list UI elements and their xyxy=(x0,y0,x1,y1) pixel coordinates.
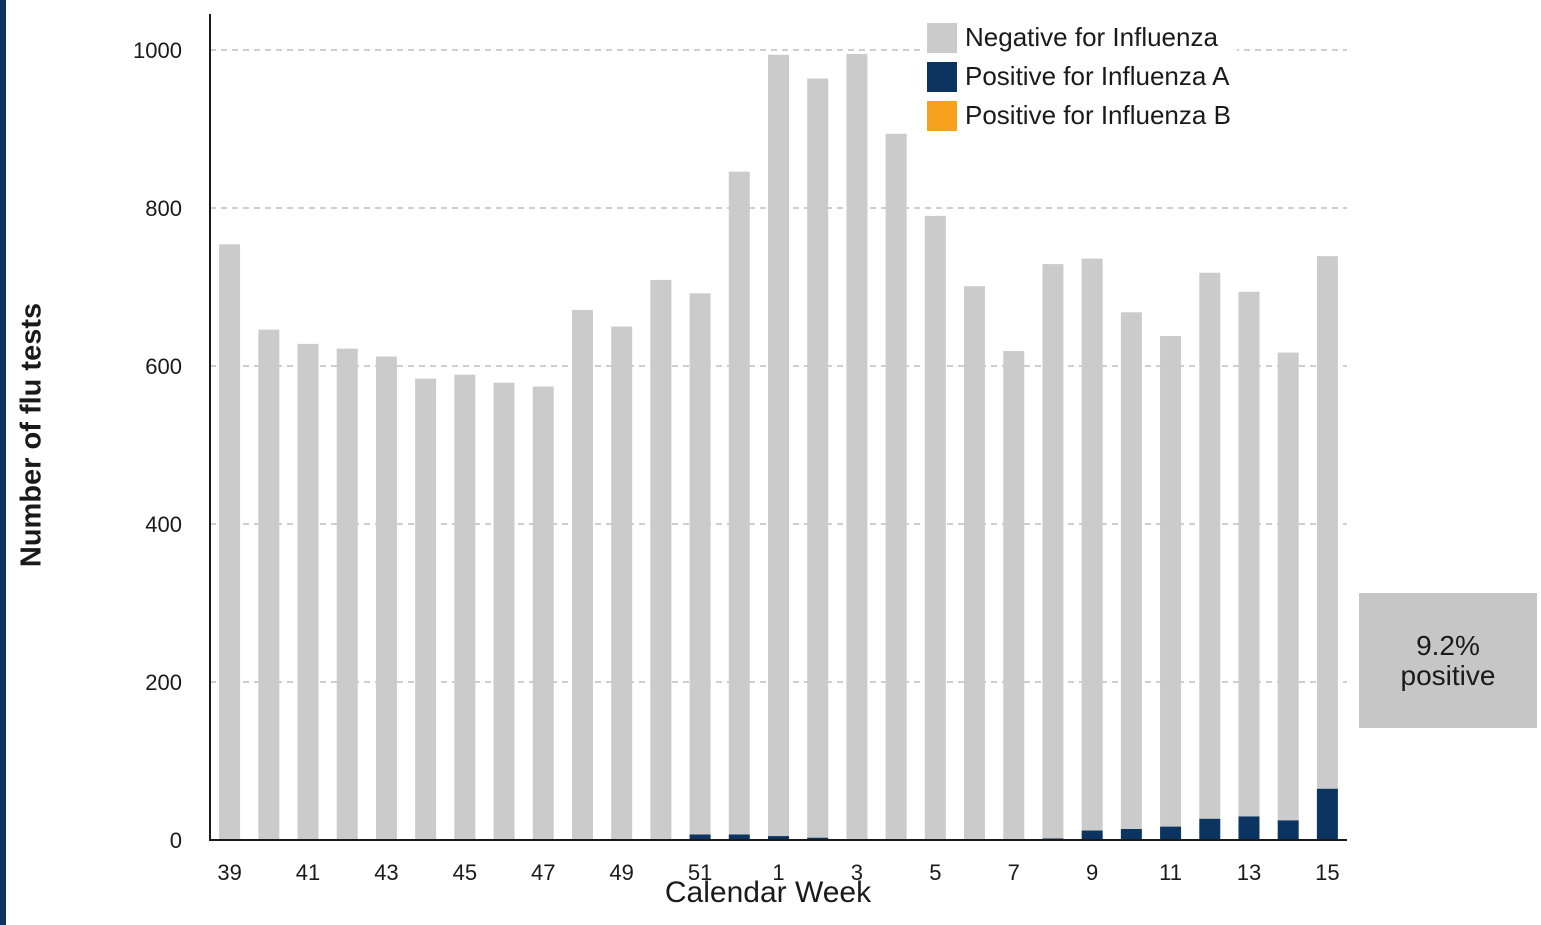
y-axis-label: Number of flu tests xyxy=(15,302,48,568)
bar-segment xyxy=(768,836,789,840)
callout-label: positive xyxy=(1400,659,1496,691)
legend-swatch-influenza-b xyxy=(927,100,957,131)
bar-segment xyxy=(650,279,672,840)
bar-segment xyxy=(1277,352,1299,821)
bar-segment xyxy=(611,326,633,840)
x-tick-label: 49 xyxy=(609,860,633,885)
y-tick-label: 600 xyxy=(145,354,182,379)
bar-segment xyxy=(336,348,358,840)
x-tick-label: 51 xyxy=(688,860,712,885)
y-tick-label: 400 xyxy=(145,512,182,537)
bar-segment xyxy=(219,244,241,841)
bar-segment xyxy=(689,293,711,835)
legend: Negative for Influenza Positive for Infl… xyxy=(925,16,1237,137)
bar-segment xyxy=(689,834,711,840)
legend-swatch-negative xyxy=(927,22,957,53)
bar-segment xyxy=(1316,788,1338,840)
bar-segment xyxy=(1081,830,1103,840)
legend-label-influenza-b: Positive for Influenza B xyxy=(965,100,1231,130)
y-tick-label: 0 xyxy=(170,828,182,853)
x-tick-label: 45 xyxy=(453,860,477,885)
bar-segment xyxy=(1120,828,1142,840)
bar-segment xyxy=(807,837,829,840)
x-axis-label: Calendar Week xyxy=(664,876,872,909)
bar-segment xyxy=(258,329,280,840)
x-tick-label: 5 xyxy=(929,860,941,885)
bar-segment xyxy=(1238,816,1260,840)
bar-segment xyxy=(571,309,593,840)
bar-segment xyxy=(1160,335,1182,827)
x-tick-label: 11 xyxy=(1159,860,1182,885)
bar-segment xyxy=(532,386,554,840)
legend-label-influenza-a: Positive for Influenza A xyxy=(965,61,1230,91)
percent-positive-callout: 9.2% positive xyxy=(1359,593,1537,728)
x-tick-label: 15 xyxy=(1315,860,1339,885)
bar-segment xyxy=(1081,258,1103,831)
bar-segment xyxy=(454,374,476,840)
legend-label-negative: Negative for Influenza xyxy=(965,22,1218,52)
legend-item-negative: Negative for Influenza xyxy=(927,18,1231,57)
bar-segment xyxy=(728,171,750,835)
y-tick-label: 800 xyxy=(145,196,182,221)
bar-segment xyxy=(728,834,750,840)
y-tick-label: 200 xyxy=(145,670,182,695)
bar-segment xyxy=(768,54,789,837)
bar-segment xyxy=(885,133,907,841)
x-tick-label: 3 xyxy=(851,860,863,885)
bar-segment xyxy=(1160,826,1182,840)
bar-segment xyxy=(1199,818,1221,840)
x-tick-label: 13 xyxy=(1237,860,1261,885)
bar-segment xyxy=(1238,291,1260,817)
bar-segment xyxy=(1316,256,1338,789)
legend-item-influenza-a: Positive for Influenza A xyxy=(927,57,1231,96)
legend-swatch-influenza-a xyxy=(927,61,957,92)
bar-segment xyxy=(846,53,868,840)
bar-segment xyxy=(1120,312,1142,829)
bar-segment xyxy=(964,286,986,841)
bar-segment xyxy=(1042,264,1064,839)
x-tick-label: 1 xyxy=(772,860,784,885)
bar-segment xyxy=(1003,350,1025,840)
bars xyxy=(219,53,1338,841)
bar-segment xyxy=(1277,820,1299,840)
callout-value: 9.2% xyxy=(1416,629,1480,661)
legend-item-influenza-b: Positive for Influenza B xyxy=(927,96,1231,135)
left-accent-stripe xyxy=(0,0,6,925)
x-tick-label: 7 xyxy=(1008,860,1020,885)
axes xyxy=(209,14,1347,841)
bar-segment xyxy=(375,356,397,840)
bar-segment xyxy=(1199,272,1221,819)
x-tick-label: 41 xyxy=(296,860,320,885)
bar-segment xyxy=(493,382,515,840)
y-tick-label: 1000 xyxy=(133,38,182,63)
bar-segment xyxy=(924,215,946,840)
x-tick-label: 43 xyxy=(374,860,398,885)
x-tick-label: 39 xyxy=(217,860,241,885)
x-tick-label: 47 xyxy=(531,860,555,885)
bar-segment xyxy=(807,78,829,838)
bar-segment xyxy=(297,343,319,840)
x-tick-label: 9 xyxy=(1086,860,1098,885)
bar-segment xyxy=(415,378,437,840)
